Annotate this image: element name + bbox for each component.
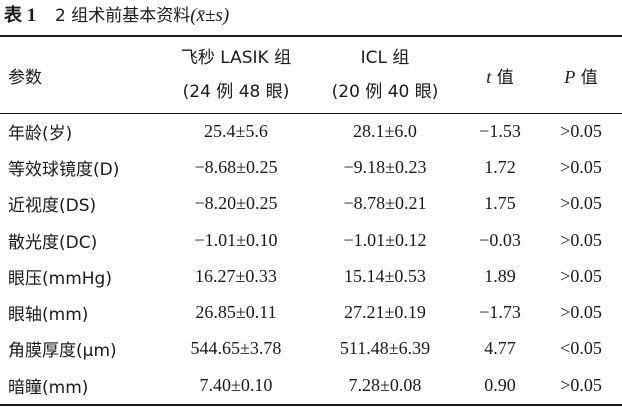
row-param: 散光度(DC)	[8, 232, 98, 253]
row-t-value: 1.75	[484, 193, 516, 214]
row-p-value: >0.05	[560, 229, 602, 250]
row-group2-value: −8.78±0.21	[343, 193, 427, 214]
row-group1-value: −8.68±0.25	[194, 156, 278, 177]
row-group2-value: −9.18±0.23	[343, 156, 427, 177]
table-row: 暗瞳(mm) 7.40±0.10 7.28±0.08 0.90 >0.05	[0, 367, 622, 403]
row-group2-value: 511.48±6.39	[339, 338, 431, 359]
row-group2-value: 28.1±6.0	[353, 120, 417, 141]
row-param: 角膜厚度(μm)	[8, 341, 117, 362]
row-p-value: >0.05	[560, 120, 602, 141]
row-t-value: 4.77	[484, 338, 516, 359]
header-p-suffix: 值	[575, 67, 598, 88]
table-row: 散光度(DC) −1.01±0.10 −1.01±0.12 −0.03 >0.0…	[0, 222, 622, 258]
row-param: 暗瞳(mm)	[8, 377, 89, 398]
row-p-value: >0.05	[560, 374, 602, 395]
row-t-value: −0.03	[479, 229, 521, 250]
row-group2-value: −1.01±0.12	[343, 229, 427, 250]
row-param: 等效球镜度(D)	[8, 159, 120, 180]
bottom-rule	[0, 404, 622, 406]
table-row: 年龄(岁) 25.4±5.6 28.1±6.0 −1.53 >0.05	[0, 113, 622, 149]
row-p-value: >0.05	[560, 193, 602, 214]
top-rule	[0, 35, 622, 37]
row-group2-value: 7.28±0.08	[348, 374, 422, 395]
row-group1-value: 26.85±0.11	[195, 302, 277, 323]
header-p-symbol: P	[564, 66, 576, 87]
table-row: 等效球镜度(D) −8.68±0.25 −9.18±0.23 1.72 >0.0…	[0, 149, 622, 185]
header-t-value: t 值	[460, 37, 540, 113]
header-param: 参数	[8, 67, 42, 88]
row-p-value: >0.05	[560, 302, 602, 323]
table-row: 角膜厚度(μm) 544.65±3.78 511.48±6.39 4.77 <0…	[0, 331, 622, 367]
row-p-value: >0.05	[560, 265, 602, 286]
row-param: 眼轴(mm)	[8, 305, 89, 326]
header-group1-name: 飞秒 LASIK 组	[180, 48, 292, 68]
header-group1: 飞秒 LASIK 组 (24 例 48 眼)	[162, 37, 310, 113]
row-t-value: 0.90	[484, 374, 516, 395]
row-group2-value: 27.21±0.19	[344, 302, 426, 323]
row-group1-value: 16.27±0.33	[195, 265, 277, 286]
row-group1-value: −1.01±0.10	[194, 229, 278, 250]
row-group2-value: 15.14±0.53	[344, 265, 426, 286]
header-group2: ICL 组 (20 例 40 眼)	[310, 37, 460, 113]
row-param: 近视度(DS)	[8, 196, 97, 217]
row-param: 年龄(岁)	[8, 123, 73, 144]
data-table: 参数 飞秒 LASIK 组 (24 例 48 眼) ICL 组 (20 例 40…	[0, 37, 622, 403]
header-t-suffix: 值	[491, 67, 514, 88]
row-p-value: <0.05	[560, 338, 602, 359]
table-row: 近视度(DS) −8.20±0.25 −8.78±0.21 1.75 >0.05	[0, 186, 622, 222]
header-group1-count: (24 例 48 眼)	[182, 82, 290, 102]
caption-title: 2 组术前基本资料	[55, 6, 191, 26]
row-group1-value: 7.40±0.10	[199, 374, 273, 395]
row-t-value: −1.53	[479, 120, 521, 141]
header-group2-name: ICL 组	[360, 48, 410, 68]
row-t-value: 1.72	[484, 156, 516, 177]
header-group2-count: (20 例 40 眼)	[331, 82, 439, 102]
table-row: 眼压(mmHg) 16.27±0.33 15.14±0.53 1.89 >0.0…	[0, 258, 622, 294]
header-row: 参数 飞秒 LASIK 组 (24 例 48 眼) ICL 组 (20 例 40…	[0, 37, 622, 113]
header-p-value: P 值	[540, 37, 622, 113]
caption-number: 1	[26, 5, 37, 26]
row-p-value: >0.05	[560, 156, 602, 177]
header-t-symbol: t	[486, 66, 492, 87]
row-group1-value: −8.20±0.25	[194, 193, 278, 214]
row-group1-value: 25.4±5.6	[204, 120, 268, 141]
caption-label: 表	[4, 5, 22, 26]
header-rule	[0, 113, 622, 114]
row-t-value: −1.73	[479, 302, 521, 323]
table-caption: 表 1 2 组术前基本资料(x̄±s)	[4, 4, 229, 28]
row-group1-value: 544.65±3.78	[190, 338, 282, 359]
table-row: 眼轴(mm) 26.85±0.11 27.21±0.19 −1.73 >0.05	[0, 294, 622, 330]
caption-stat: (x̄±s)	[190, 5, 230, 26]
row-t-value: 1.89	[484, 265, 516, 286]
row-param: 眼压(mmHg)	[8, 268, 112, 289]
